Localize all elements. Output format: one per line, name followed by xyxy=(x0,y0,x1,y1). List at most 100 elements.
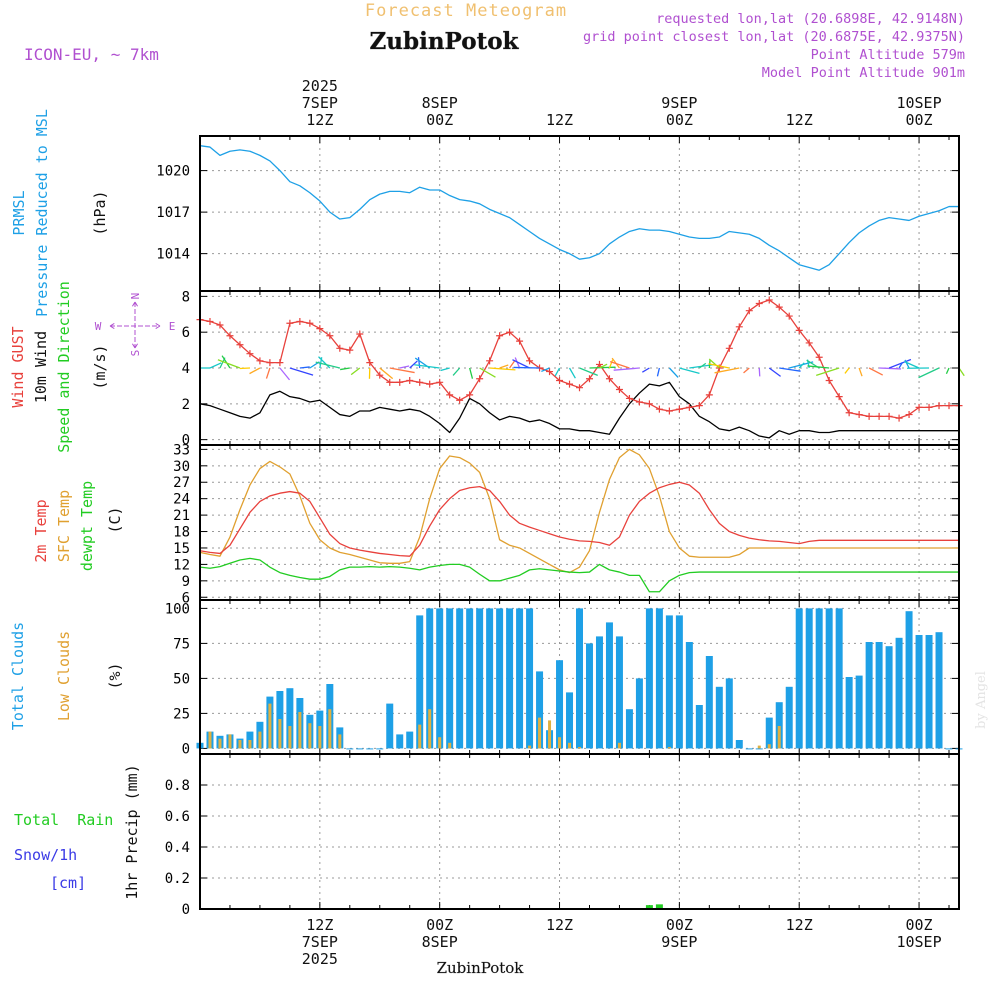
compass-south: S xyxy=(129,350,142,357)
point-altitude: Point Altitude 579m xyxy=(811,47,965,63)
wind-arrow xyxy=(318,356,331,369)
gust-point xyxy=(655,405,663,413)
temperature-labels: 2m Temp SFC Temp dewpt Temp (C) xyxy=(32,481,124,571)
wind-arrow xyxy=(512,359,530,369)
total-cloud-bar xyxy=(566,692,574,749)
total-cloud-bar xyxy=(895,637,903,749)
gust-point xyxy=(855,411,863,419)
gust-markers xyxy=(196,296,963,422)
wind-arrow xyxy=(642,367,650,373)
wind-arrow xyxy=(399,365,410,369)
total-cloud-bar xyxy=(915,635,923,749)
low-cloud-bar xyxy=(428,709,432,749)
gust-point xyxy=(815,353,823,361)
gust-point xyxy=(496,332,504,340)
gust-point xyxy=(675,405,683,413)
panel-pressure: 1014 1017 1020 xyxy=(156,136,959,291)
gust-point xyxy=(566,380,574,388)
total-cloud-bar xyxy=(875,642,883,749)
wind-arrow xyxy=(904,361,920,369)
low-cloud-bar xyxy=(578,747,581,749)
total-cloud-bar xyxy=(765,717,773,749)
total-cloud-bar xyxy=(346,748,354,750)
bottom-tick-label: 2025 xyxy=(302,950,338,968)
wind-arrow xyxy=(743,367,750,374)
y-tick-label: 2 xyxy=(182,397,190,413)
low-cloud-bar xyxy=(238,740,242,749)
y-tick-label: 4 xyxy=(182,361,190,377)
precip-label-rain: Total Rain xyxy=(14,811,113,829)
gust-point xyxy=(935,402,943,410)
low-cloud-bar xyxy=(617,742,621,749)
wind-arrow xyxy=(656,367,661,377)
total-cloud-bar xyxy=(416,615,424,749)
wind-arrow xyxy=(217,359,241,369)
temp-label-2m: 2m Temp xyxy=(32,499,50,562)
bottom-tick-label: 8SEP xyxy=(422,933,458,951)
total-cloud-bar xyxy=(426,608,434,749)
y-tick-label: 21 xyxy=(173,508,190,524)
wind-arrow xyxy=(469,367,474,379)
total-cloud-bar xyxy=(935,632,943,749)
low-cloud-bar xyxy=(548,720,552,749)
y-tick-label: 9 xyxy=(182,574,190,590)
wind-arrow xyxy=(768,367,781,377)
wind-arrow xyxy=(209,362,222,369)
y-tick-label: 33 xyxy=(173,442,190,458)
y-tick-label: 25 xyxy=(173,706,190,722)
total-cloud-bar xyxy=(496,608,504,749)
gust-point xyxy=(735,323,743,331)
wind-arrow xyxy=(279,367,291,381)
wind-arrow xyxy=(779,367,801,372)
wind-direction-arrows xyxy=(200,355,965,381)
wind-arrow xyxy=(698,362,707,369)
gust-point xyxy=(865,412,873,420)
total-cloud-bar xyxy=(635,678,643,749)
total-cloud-bar xyxy=(735,740,743,749)
total-cloud-bar xyxy=(376,748,384,750)
total-cloud-bar xyxy=(446,608,454,749)
gust-point xyxy=(356,330,364,338)
chart-title: Forecast Meteogram xyxy=(365,1,567,21)
gust-point xyxy=(585,375,593,383)
gust-point xyxy=(615,385,623,393)
compass-east: E xyxy=(169,320,176,333)
total-cloud-bar xyxy=(775,702,783,749)
wind-arrow xyxy=(452,367,461,376)
gust-point xyxy=(216,321,224,329)
low-cloud-bar xyxy=(438,737,442,749)
total-cloud-bar xyxy=(825,608,833,749)
total-cloud-bar xyxy=(685,642,693,749)
gust-point xyxy=(486,357,494,365)
gust-point xyxy=(605,375,613,383)
total-cloud-bar xyxy=(785,686,793,749)
gust-point xyxy=(506,328,514,336)
requested-coords: requested lon,lat (20.6898E, 42.9148N) xyxy=(656,11,965,27)
y-tick-label: 8 xyxy=(182,289,190,305)
y-tick-label: 0 xyxy=(182,902,190,918)
wind-arrow xyxy=(414,364,440,369)
bottom-tick-label: 00Z xyxy=(906,916,933,934)
gust-point xyxy=(206,317,214,325)
gust-point xyxy=(426,380,434,388)
low-cloud-bar xyxy=(258,731,262,749)
total-cloud-bar xyxy=(855,675,863,749)
bottom-tick-label: 00Z xyxy=(666,916,693,934)
y-tick-label: 50 xyxy=(173,671,190,687)
pressure-label-prmsl: PRMSL xyxy=(10,190,28,235)
panel-frame xyxy=(199,444,960,601)
wind-arrow xyxy=(249,367,261,375)
low-cloud-bar xyxy=(538,717,542,749)
bottom-tick-label: 7SEP xyxy=(302,933,338,951)
y-tick-label: 0.2 xyxy=(165,871,190,887)
wind-arrow xyxy=(679,367,700,374)
model-altitude: Model Point Altitude 901m xyxy=(762,65,965,81)
y-tick-label: 18 xyxy=(173,525,190,541)
gust-point xyxy=(306,319,314,327)
wind-arrow xyxy=(554,367,561,377)
temp-label-sfc: SFC Temp xyxy=(55,490,73,562)
y-tick-label: 0.4 xyxy=(165,840,190,856)
total-cloud-bar xyxy=(526,608,534,749)
total-cloud-bar xyxy=(745,748,753,750)
